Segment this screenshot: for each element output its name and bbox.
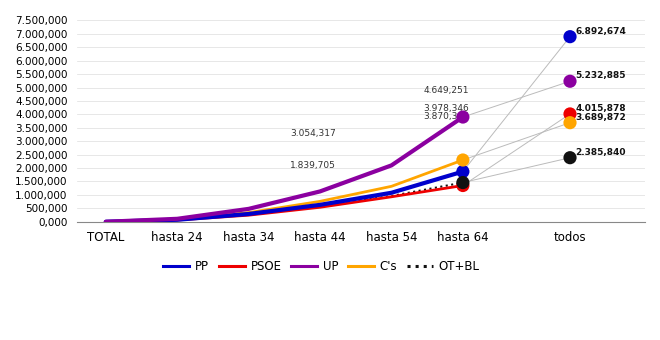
Point — [565, 111, 576, 117]
Point — [457, 114, 468, 120]
Text: 3.978,346: 3.978,346 — [424, 104, 469, 113]
Point — [565, 79, 576, 84]
Point — [565, 120, 576, 125]
Legend: PP, PSOE, UP, C's, OT+BL: PP, PSOE, UP, C's, OT+BL — [158, 255, 484, 278]
Point — [457, 183, 468, 188]
Text: 4.015,878: 4.015,878 — [576, 104, 626, 113]
Text: 5.232,885: 5.232,885 — [576, 71, 626, 81]
Point — [565, 34, 576, 39]
Text: 4.649,251: 4.649,251 — [424, 86, 469, 95]
Text: 3.870,346: 3.870,346 — [424, 112, 469, 121]
Point — [457, 180, 468, 185]
Text: 6.892,674: 6.892,674 — [576, 27, 626, 36]
Point — [565, 155, 576, 160]
Text: 1.839,705: 1.839,705 — [290, 162, 336, 170]
Text: 3.689,872: 3.689,872 — [576, 113, 626, 122]
Text: 3.054,317: 3.054,317 — [290, 129, 336, 138]
Text: 2.385,840: 2.385,840 — [576, 148, 626, 157]
Point — [457, 169, 468, 174]
Point — [457, 157, 468, 163]
